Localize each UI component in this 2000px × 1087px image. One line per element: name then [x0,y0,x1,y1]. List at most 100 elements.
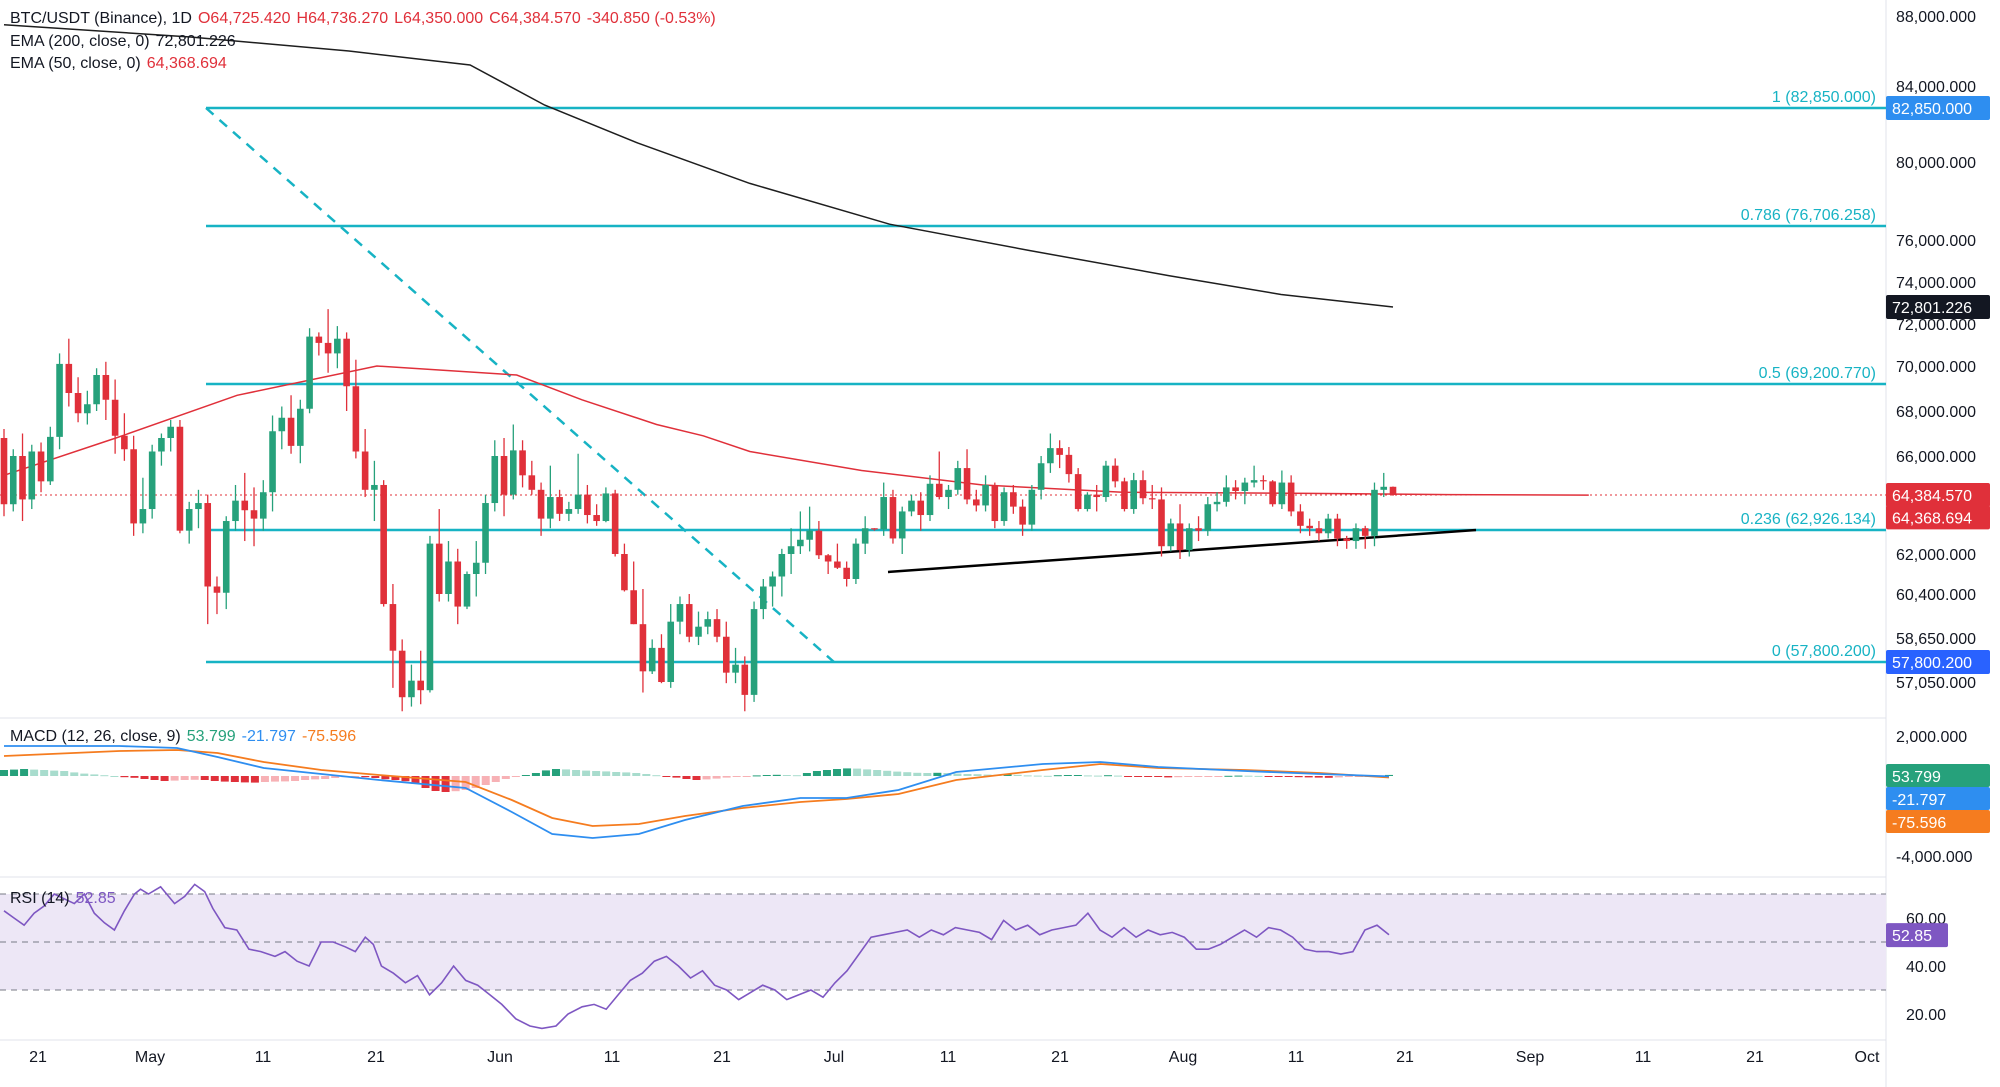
time-axis[interactable]: 21 May 11 21 Jun 11 21 Jul 11 21 Aug 11 21 Sep 11 21 Oct [29,1049,1880,1066]
macd-pane[interactable]: 2,000.000 -4,000.000 53.799 -21.797 -75.596 [0,729,1990,866]
macd-histogram-bar [762,775,771,776]
macd-histogram-bar [973,774,982,776]
price-tick-label: 84,000.000 [1896,79,1976,96]
candle-body [324,342,332,354]
macd-badge-text: -75.596 [1892,815,1946,832]
macd-histogram-bar [913,772,922,776]
candle-body [815,530,823,556]
macd-histogram-bar [953,773,962,776]
candle-body [898,511,906,539]
candle-body [1343,538,1350,542]
candle-body [834,561,841,568]
candle-body [1260,480,1267,482]
macd-histogram-bar [1214,776,1223,777]
macd-histogram-bar [1124,776,1133,777]
macd-histogram-bar [1184,776,1193,777]
macd-histogram-bar [1264,776,1273,777]
candle-body [167,426,174,438]
candle-body [389,604,397,651]
macd-histogram-bar [301,776,310,780]
candle-body [611,493,619,554]
macd-histogram-bar [1234,775,1243,777]
macd-histogram-bar [391,776,400,780]
macd-histogram-bar [1114,775,1123,777]
candle-body [1019,506,1026,525]
macd-histogram-bar [401,776,410,782]
macd-histogram-bar [50,770,59,776]
time-tick-label: 21 [29,1049,47,1066]
fibonacci-levels[interactable]: 1 (82,850.000) 82,850.000 0.786 (76,706.25… [0,89,1990,674]
candle-body [1093,494,1100,498]
macd-histogram-bar [451,776,460,792]
macd-histogram-bar [481,776,490,785]
macd-histogram-bar [1324,776,1333,778]
candle-body [658,647,665,682]
ema200-line [3,24,1394,308]
macd-hist-value: 53.799 [186,728,236,745]
macd-histogram-bar [1063,775,1072,776]
candle-body [1074,474,1082,510]
fib-trend-line [205,107,835,663]
candle-body [195,503,202,510]
candle-body [158,438,165,452]
macd-histogram-bar [792,775,801,777]
candle-body [297,408,304,446]
macd-histogram-bar [1385,774,1393,776]
candle-body [908,500,915,512]
candle-body [528,475,536,490]
candle-body [65,363,73,393]
symbol-name: BTC/USDT (Binance), 1D [10,10,192,27]
candle-body [398,650,406,698]
macd-histogram-bar [1224,775,1233,777]
candle-body [676,604,684,622]
candle-body [1130,480,1138,510]
macd-histogram-bar [110,776,119,777]
macd-histogram-bar [1003,774,1012,776]
candle-body [741,664,749,695]
candle-body [593,515,600,522]
symbol-legend: BTC/USDT (Binance), 1D O64,725.420 H64,736… [10,10,722,28]
candle-body [871,528,878,530]
price-tick-label: 62,000.000 [1896,547,1976,564]
candle-body [315,336,323,343]
macd-histogram-bar [421,776,430,788]
macd-histogram-bar [260,776,269,782]
price-axis[interactable]: 88,000.000 84,000.000 80,000.000 76,000.000… [1886,9,1990,692]
macd-badge [1886,810,1990,833]
macd-histogram-bar [592,771,601,776]
candle-body [519,450,526,476]
fib-level-label: 1 (82,850.000) [1772,89,1876,106]
macd-histogram-bar [120,776,129,778]
macd-histogram-bar [722,776,731,778]
candle-body [445,561,452,594]
macd-histogram-bar [431,776,440,791]
fib-level-label: 0.236 (62,926.134) [1741,511,1876,528]
moving-averages [3,24,1589,496]
macd-histogram-bar [562,769,571,776]
candle-body [56,363,63,437]
macd-histogram-bar [782,775,791,776]
candle-body [222,521,230,593]
macd-histogram-bar [1204,776,1213,777]
candle-body [1102,465,1110,498]
candle-body [574,494,582,510]
macd-histogram-bar [361,776,370,778]
price-badge-text: 72,801.226 [1892,300,1972,317]
macd-histogram-bar [802,773,811,776]
macd-histogram-bar [1043,775,1052,777]
macd-histogram-bar [822,770,831,776]
candle-body [852,543,860,579]
candles[interactable] [0,309,1397,712]
candle-body [74,393,82,414]
price-tick-label: 68,000.000 [1896,404,1976,421]
candle-body [1306,525,1313,529]
candle-body [148,451,156,510]
candle-body [1000,492,1008,522]
candle-body [306,336,313,409]
candle-body [1241,482,1249,492]
candle-body [510,450,517,495]
price-badge [1886,505,1990,530]
macd-histogram-bar [632,773,641,776]
